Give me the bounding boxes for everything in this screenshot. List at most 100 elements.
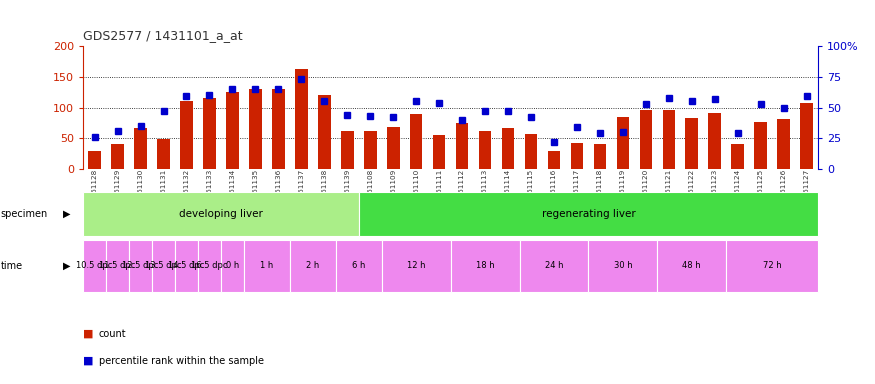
Bar <box>451 240 520 292</box>
Bar <box>520 240 589 292</box>
Text: 1 h: 1 h <box>260 262 274 270</box>
Bar <box>88 151 101 169</box>
Text: GSM161115: GSM161115 <box>528 169 534 213</box>
Bar <box>295 69 308 169</box>
Text: 16.5 dpc: 16.5 dpc <box>192 262 228 270</box>
Bar <box>152 240 175 292</box>
Text: GSM161116: GSM161116 <box>551 169 557 213</box>
Text: ▶: ▶ <box>63 261 71 271</box>
Bar <box>709 113 721 169</box>
Text: 10.5 dpc: 10.5 dpc <box>76 262 113 270</box>
Bar <box>359 192 818 236</box>
Bar <box>433 135 445 169</box>
Text: regenerating liver: regenerating liver <box>542 209 635 219</box>
Bar <box>754 122 767 169</box>
Text: developing liver: developing liver <box>179 209 262 219</box>
Text: 13.5 dpc: 13.5 dpc <box>145 262 182 270</box>
Text: GSM161132: GSM161132 <box>184 169 190 213</box>
Text: 12 h: 12 h <box>407 262 425 270</box>
Bar <box>244 240 290 292</box>
Bar <box>479 131 492 169</box>
Bar <box>640 110 652 169</box>
Bar <box>290 240 336 292</box>
Bar <box>158 139 170 169</box>
Bar <box>336 240 382 292</box>
Text: GSM161128: GSM161128 <box>92 169 98 213</box>
Text: GSM161109: GSM161109 <box>390 169 396 213</box>
Text: GSM161119: GSM161119 <box>620 169 626 213</box>
Bar <box>801 103 813 169</box>
Text: GSM161111: GSM161111 <box>436 169 442 213</box>
Text: GSM161138: GSM161138 <box>321 169 327 213</box>
Text: GSM161113: GSM161113 <box>482 169 488 213</box>
Text: 0 h: 0 h <box>226 262 239 270</box>
Bar <box>180 101 192 169</box>
Text: GSM161126: GSM161126 <box>780 169 787 213</box>
Bar <box>203 98 216 169</box>
Bar <box>662 110 676 169</box>
Text: percentile rank within the sample: percentile rank within the sample <box>99 356 264 366</box>
Text: 72 h: 72 h <box>763 262 781 270</box>
Bar <box>382 240 451 292</box>
Bar <box>732 144 744 169</box>
Bar <box>726 240 818 292</box>
Bar <box>341 131 354 169</box>
Bar <box>220 240 244 292</box>
Bar <box>111 144 124 169</box>
Text: GSM161129: GSM161129 <box>115 169 121 213</box>
Bar <box>617 118 629 169</box>
Text: GSM161122: GSM161122 <box>689 169 695 213</box>
Text: GSM161108: GSM161108 <box>368 169 374 213</box>
Bar <box>272 89 284 169</box>
Text: GSM161136: GSM161136 <box>276 169 282 213</box>
Bar <box>106 240 130 292</box>
Bar <box>589 240 657 292</box>
Text: 30 h: 30 h <box>613 262 633 270</box>
Bar <box>249 89 262 169</box>
Text: ■: ■ <box>83 356 94 366</box>
Bar <box>134 128 147 169</box>
Text: GSM161130: GSM161130 <box>137 169 144 213</box>
Text: 2 h: 2 h <box>306 262 319 270</box>
Text: GSM161110: GSM161110 <box>413 169 419 213</box>
Text: GSM161134: GSM161134 <box>229 169 235 213</box>
Text: 11.5 dpc: 11.5 dpc <box>100 262 136 270</box>
Bar <box>525 134 537 169</box>
Text: GSM161121: GSM161121 <box>666 169 672 213</box>
Text: GSM161120: GSM161120 <box>643 169 649 213</box>
Bar <box>130 240 152 292</box>
Text: 24 h: 24 h <box>545 262 564 270</box>
Bar <box>318 94 331 169</box>
Text: GSM161131: GSM161131 <box>160 169 166 213</box>
Bar <box>570 143 584 169</box>
Text: 48 h: 48 h <box>682 262 701 270</box>
Bar <box>657 240 726 292</box>
Text: GSM161124: GSM161124 <box>735 169 741 213</box>
Bar <box>387 127 400 169</box>
Text: GSM161127: GSM161127 <box>803 169 809 213</box>
Bar <box>364 131 376 169</box>
Bar <box>456 124 468 169</box>
Text: 12.5 dpc: 12.5 dpc <box>123 262 158 270</box>
Bar <box>685 118 698 169</box>
Text: GSM161123: GSM161123 <box>711 169 718 213</box>
Bar <box>175 240 198 292</box>
Text: specimen: specimen <box>1 209 48 219</box>
Bar <box>226 92 239 169</box>
Text: GSM161112: GSM161112 <box>459 169 466 213</box>
Text: GDS2577 / 1431101_a_at: GDS2577 / 1431101_a_at <box>83 29 242 42</box>
Text: GSM161135: GSM161135 <box>252 169 258 213</box>
Text: time: time <box>1 261 23 271</box>
Text: 14.5 dpc: 14.5 dpc <box>168 262 205 270</box>
Text: ■: ■ <box>83 329 94 339</box>
Bar <box>777 119 790 169</box>
Text: GSM161117: GSM161117 <box>574 169 580 213</box>
Bar <box>83 240 106 292</box>
Bar <box>198 240 220 292</box>
Bar <box>501 128 514 169</box>
Text: GSM161125: GSM161125 <box>758 169 764 213</box>
Text: 18 h: 18 h <box>476 262 494 270</box>
Text: GSM161114: GSM161114 <box>505 169 511 213</box>
Text: GSM161137: GSM161137 <box>298 169 304 213</box>
Text: GSM161118: GSM161118 <box>597 169 603 213</box>
